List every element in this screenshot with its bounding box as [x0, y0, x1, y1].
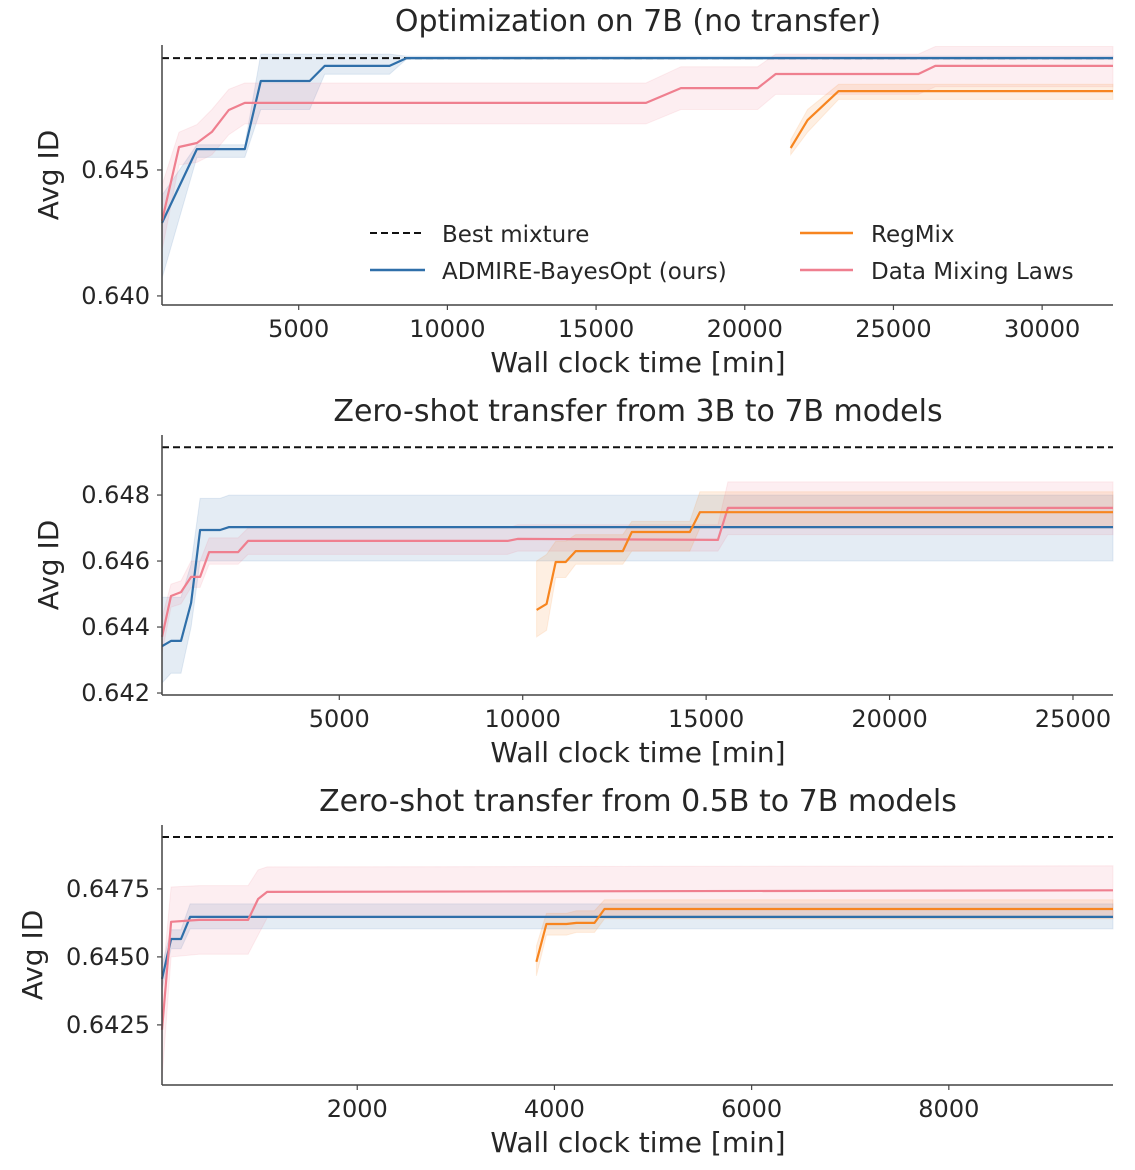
x-tick-label: 25000	[855, 315, 931, 343]
y-tick-label: 0.645	[81, 156, 150, 184]
x-tick-label: 6000	[721, 1095, 782, 1123]
legend-best-label: Best mixture	[442, 222, 589, 248]
y-tick-label: 0.646	[81, 547, 150, 575]
subplot-1: Optimization on 7B (no transfer) Wall clo…	[32, 4, 1114, 379]
y-tick-label: 0.6425	[66, 1011, 150, 1039]
x-axis-label: Wall clock time [min]	[490, 346, 785, 379]
x-tick-label: 20000	[707, 315, 783, 343]
y-axis-label: Avg ID	[16, 910, 49, 1001]
dml-series-line	[160, 889, 1114, 1030]
y-tick-label: 0.644	[81, 613, 150, 641]
subplot-2: Zero-shot transfer from 3B to 7B models W…	[32, 394, 1114, 769]
x-tick-label: 20000	[851, 705, 927, 733]
regmix-series-line	[789, 89, 1113, 149]
x-tick-label: 4000	[524, 1095, 585, 1123]
admire-series-line	[161, 56, 1113, 224]
legend-admire-label: ADMIRE-BayesOpt (ours)	[442, 259, 727, 285]
chart-title: Zero-shot transfer from 0.5B to 7B model…	[319, 784, 957, 819]
legend: Best mixture ADMIRE-BayesOpt (ours) RegM…	[370, 222, 1074, 285]
y-axis-label: Avg ID	[32, 520, 65, 611]
y-tick-label: 0.6475	[66, 875, 150, 903]
chart-title: Zero-shot transfer from 3B to 7B models	[333, 394, 942, 429]
y-tick-label: 0.648	[81, 481, 150, 509]
x-axis-label: Wall clock time [min]	[490, 736, 785, 769]
x-tick-label: 5000	[268, 315, 329, 343]
x-tick-label: 5000	[309, 705, 370, 733]
regmix-series-line	[535, 907, 1113, 963]
x-tick-label: 25000	[1035, 705, 1111, 733]
dml-confidence-band	[161, 865, 1114, 1080]
y-tick-label: 0.6450	[66, 943, 150, 971]
legend-regmix-label: RegMix	[871, 222, 955, 248]
x-tick-label: 2000	[327, 1095, 388, 1123]
x-tick-label: 15000	[558, 315, 634, 343]
x-tick-label: 10000	[409, 315, 485, 343]
x-axis-label: Wall clock time [min]	[490, 1126, 785, 1159]
dml-series-line	[160, 506, 1113, 638]
legend-dml-label: Data Mixing Laws	[871, 259, 1074, 285]
y-tick-label: 0.640	[81, 282, 150, 310]
x-tick-label: 30000	[1004, 315, 1080, 343]
regmix-series-line	[536, 511, 1113, 611]
x-tick-label: 15000	[668, 705, 744, 733]
x-tick-label: 10000	[485, 705, 561, 733]
y-axis-label: Avg ID	[32, 130, 65, 221]
regmix-confidence-band	[535, 899, 1114, 977]
admire-confidence-band	[161, 494, 1114, 685]
dml-series-line	[160, 64, 1113, 222]
subplot-3: Zero-shot transfer from 0.5B to 7B model…	[16, 784, 1114, 1159]
admire-series-line	[161, 525, 1113, 648]
y-tick-label: 0.642	[81, 679, 150, 707]
chart-title: Optimization on 7B (no transfer)	[395, 4, 881, 39]
regmix-confidence-band	[790, 83, 1114, 157]
x-tick-label: 8000	[918, 1095, 979, 1123]
